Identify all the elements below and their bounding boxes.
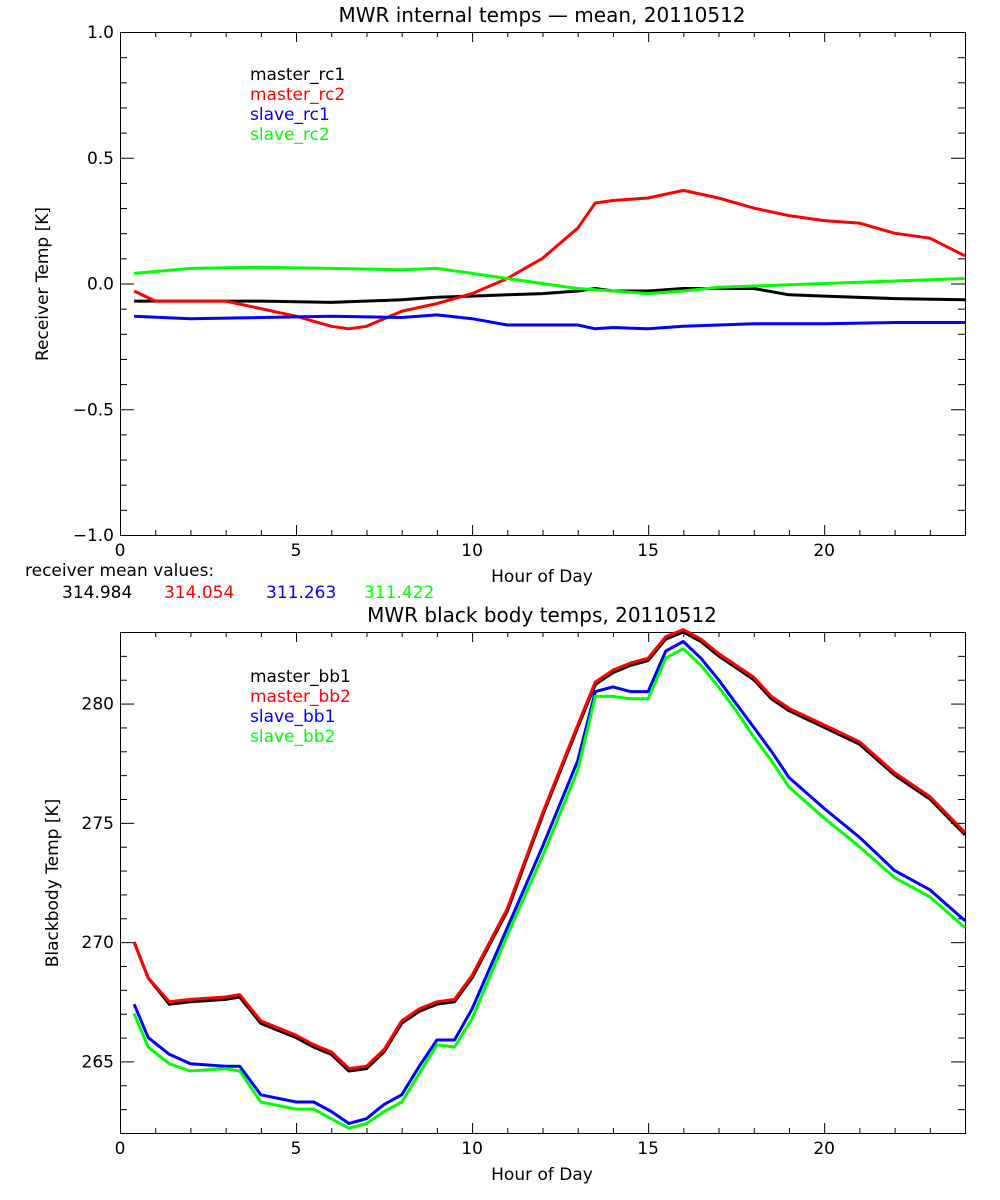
bottom-series-lines [132, 628, 967, 1130]
top-y-axis-label: Receiver Temp [K] [33, 207, 53, 361]
series-line-slave_bb2 [132, 647, 966, 1130]
receiver-mean-values: 314.984 314.054 311.263 311.422 [62, 583, 434, 603]
top-axis-ticks: 0 5 10 15 20 −1.0 −0.5 0.0 0.5 1.0 [73, 23, 966, 561]
receiver-mean-value: 314.984 [62, 583, 132, 603]
top-y-tick-label: 0.5 [87, 149, 114, 169]
series-line-master_bb2 [132, 628, 967, 1071]
bottom-y-tick-label: 265 [82, 1052, 114, 1072]
top-x-tick-label: 0 [115, 541, 126, 561]
bottom-axis-ticks: 0 5 10 15 20 265 270 275 280 [82, 632, 966, 1159]
bottom-chart: MWR black body temps, 20110512 0 5 10 15 20 2… [43, 603, 967, 1185]
bottom-plot-frame [120, 632, 966, 1134]
top-x-tick-label: 15 [637, 541, 659, 561]
bottom-x-tick-label: 0 [115, 1139, 126, 1159]
series-line-master_rc1 [134, 287, 966, 304]
bottom-x-tick-label: 10 [461, 1139, 483, 1159]
bottom-y-tick-label: 270 [82, 933, 114, 953]
receiver-mean-value: 311.422 [364, 583, 434, 603]
top-chart-title: MWR internal temps — mean, 20110512 [338, 3, 745, 27]
legend-entry-slave_rc1: slave_rc1 [250, 105, 330, 125]
top-y-tick-label: 0.0 [87, 275, 114, 295]
top-y-tick-label: −1.0 [73, 526, 114, 546]
legend-entry-master_rc2: master_rc2 [250, 85, 345, 105]
bottom-chart-title: MWR black body temps, 20110512 [367, 603, 717, 627]
legend-entry-master_rc1: master_rc1 [250, 65, 345, 85]
receiver-mean-value: 311.263 [266, 583, 336, 603]
bottom-x-axis-label: Hour of Day [491, 1165, 593, 1185]
series-line-master_rc2 [133, 188, 966, 331]
top-x-tick-label: 10 [461, 541, 483, 561]
top-y-tick-label: −0.5 [73, 400, 114, 420]
top-y-tick-label: 1.0 [87, 23, 114, 43]
legend-entry-slave_rc2: slave_rc2 [250, 125, 330, 145]
receiver-mean-label: receiver mean values: [25, 561, 214, 581]
bottom-x-tick-label: 20 [813, 1139, 835, 1159]
legend-entry-master_bb2: master_bb2 [250, 687, 351, 707]
bottom-y-tick-label: 275 [82, 814, 114, 834]
series-line-slave_rc1 [134, 313, 965, 331]
bottom-x-tick-label: 5 [291, 1139, 302, 1159]
top-x-tick-label: 20 [813, 541, 835, 561]
bottom-y-tick-label: 280 [82, 695, 114, 715]
series-line-slave_bb1 [132, 640, 966, 1125]
legend-entry-master_bb1: master_bb1 [250, 667, 351, 687]
bottom-x-tick-label: 15 [637, 1139, 659, 1159]
legend-entry-slave_bb2: slave_bb2 [250, 727, 335, 747]
top-x-axis-label: Hour of Day [491, 567, 593, 587]
legend-entry-slave_bb1: slave_bb1 [250, 707, 335, 727]
top-chart: MWR internal temps — mean, 20110512 0 5 10… [25, 3, 966, 603]
top-series-lines [133, 188, 966, 331]
receiver-mean-value: 314.054 [164, 583, 234, 603]
bottom-y-axis-label: Blackbody Temp [K] [43, 799, 63, 968]
top-x-tick-label: 5 [291, 541, 302, 561]
series-line-slave_rc2 [133, 265, 966, 296]
